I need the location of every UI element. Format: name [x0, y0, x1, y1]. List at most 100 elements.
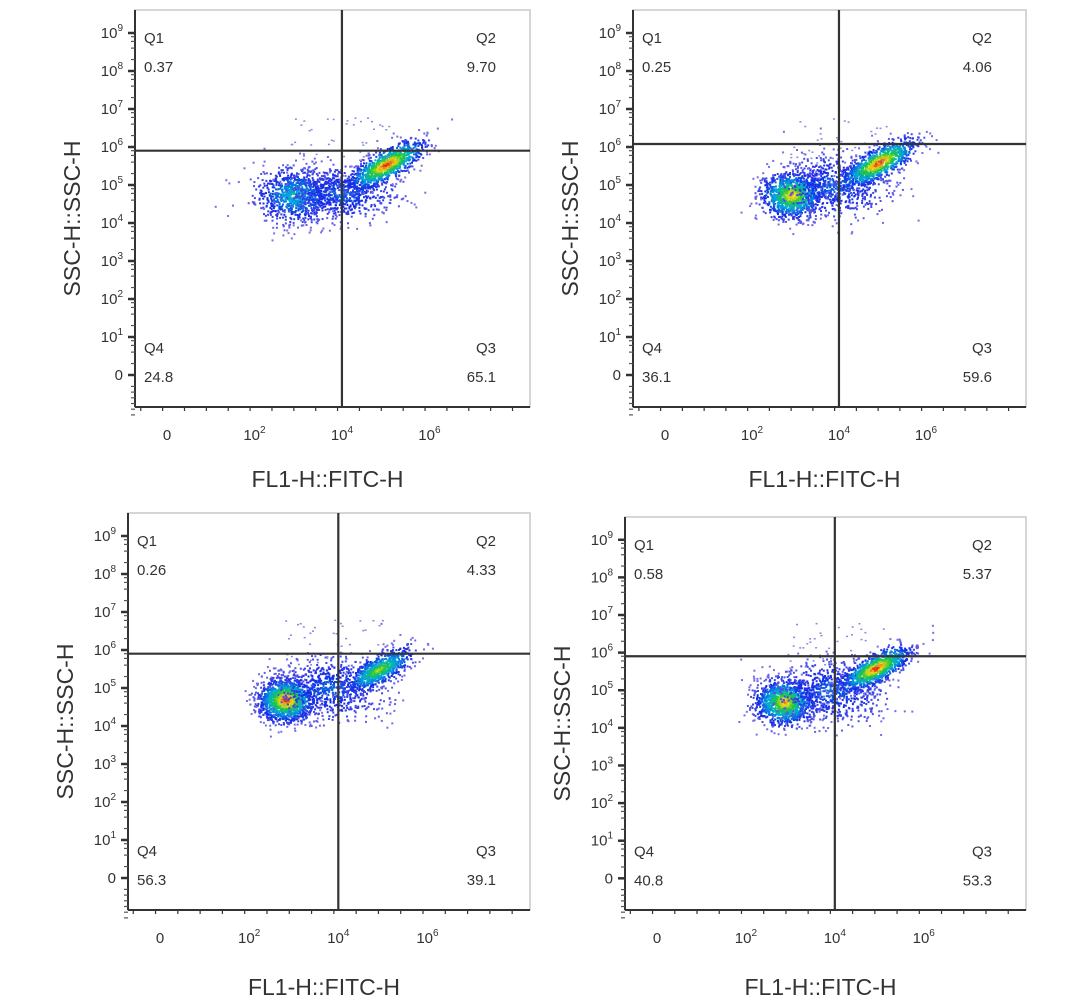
data-point — [796, 185, 799, 188]
data-point — [792, 216, 795, 219]
data-point — [297, 188, 299, 191]
data-point — [824, 195, 827, 198]
data-point — [289, 200, 292, 203]
data-point — [389, 163, 392, 166]
data-point — [804, 193, 807, 196]
data-point — [866, 178, 869, 181]
data-point — [376, 199, 379, 202]
data-point — [354, 186, 357, 189]
data-point — [896, 181, 899, 184]
data-point — [275, 214, 278, 217]
data-point — [277, 195, 280, 198]
data-point — [818, 173, 821, 176]
data-point — [323, 176, 326, 178]
data-point — [804, 153, 807, 156]
data-point — [755, 217, 758, 220]
data-point — [814, 183, 817, 186]
data-point — [362, 181, 365, 184]
data-point — [267, 199, 270, 202]
data-point — [825, 190, 828, 193]
data-point — [325, 194, 327, 197]
data-point — [793, 174, 795, 177]
data-point — [295, 207, 298, 209]
data-point — [300, 179, 303, 182]
data-point — [283, 213, 286, 216]
data-point — [410, 136, 413, 139]
data-point — [353, 191, 356, 194]
data-point — [817, 186, 819, 189]
data-point — [315, 173, 318, 175]
data-point — [866, 153, 869, 156]
data-point — [367, 195, 370, 198]
data-point — [287, 194, 290, 197]
data-point — [397, 158, 400, 161]
data-point — [373, 169, 376, 172]
data-point — [364, 199, 367, 202]
data-point — [845, 200, 848, 203]
data-point — [832, 164, 835, 167]
data-point — [263, 192, 266, 195]
data-point — [286, 169, 289, 172]
data-point — [415, 148, 418, 151]
data-point — [810, 189, 813, 192]
data-point — [786, 179, 789, 182]
data-point — [327, 177, 330, 180]
data-point — [809, 168, 812, 171]
data-point — [876, 163, 879, 166]
data-point — [336, 175, 339, 178]
data-point — [787, 178, 790, 181]
data-point — [392, 166, 395, 169]
data-point — [323, 202, 326, 205]
data-point — [310, 170, 313, 173]
data-point — [369, 170, 372, 173]
data-point — [358, 189, 360, 192]
data-point — [282, 216, 284, 219]
data-point — [385, 129, 388, 131]
data-point — [919, 139, 922, 142]
data-point — [426, 153, 429, 156]
data-point — [318, 204, 321, 206]
data-point — [769, 211, 772, 214]
data-point — [410, 151, 412, 154]
data-point — [882, 221, 884, 224]
data-point — [843, 188, 846, 191]
data-point — [384, 165, 387, 168]
data-point — [360, 169, 363, 172]
data-point — [900, 140, 903, 143]
data-point — [856, 191, 859, 194]
data-point — [854, 216, 857, 219]
data-point — [778, 211, 781, 214]
data-point — [380, 153, 383, 156]
data-point — [816, 195, 819, 198]
data-point — [852, 166, 855, 168]
data-point — [819, 183, 822, 185]
data-point — [802, 199, 805, 202]
data-point — [307, 204, 310, 207]
data-point — [769, 192, 772, 195]
data-point — [937, 151, 940, 154]
data-point — [894, 149, 897, 152]
data-point — [381, 169, 384, 172]
data-point — [313, 190, 316, 193]
data-point — [384, 173, 386, 176]
data-point — [760, 190, 763, 193]
data-point — [389, 169, 392, 172]
data-point — [850, 174, 853, 177]
data-point — [771, 189, 774, 191]
data-point — [313, 180, 316, 183]
data-point — [337, 172, 339, 175]
data-point — [357, 178, 360, 181]
data-point — [283, 200, 286, 203]
data-point — [807, 174, 810, 177]
data-point — [364, 182, 367, 185]
data-point — [390, 164, 393, 167]
data-point — [351, 201, 354, 204]
data-point — [788, 210, 790, 213]
data-point — [814, 186, 817, 189]
data-point — [796, 194, 799, 197]
data-point — [803, 201, 805, 204]
data-point — [895, 153, 898, 156]
data-point — [325, 171, 328, 174]
data-point — [822, 192, 825, 195]
data-point — [820, 159, 823, 162]
